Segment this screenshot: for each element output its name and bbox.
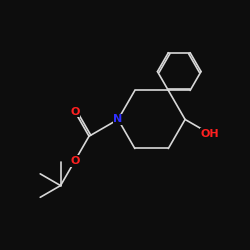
- Text: OH: OH: [200, 129, 219, 139]
- Text: O: O: [70, 156, 80, 166]
- Text: N: N: [114, 114, 123, 124]
- Text: O: O: [70, 106, 80, 117]
